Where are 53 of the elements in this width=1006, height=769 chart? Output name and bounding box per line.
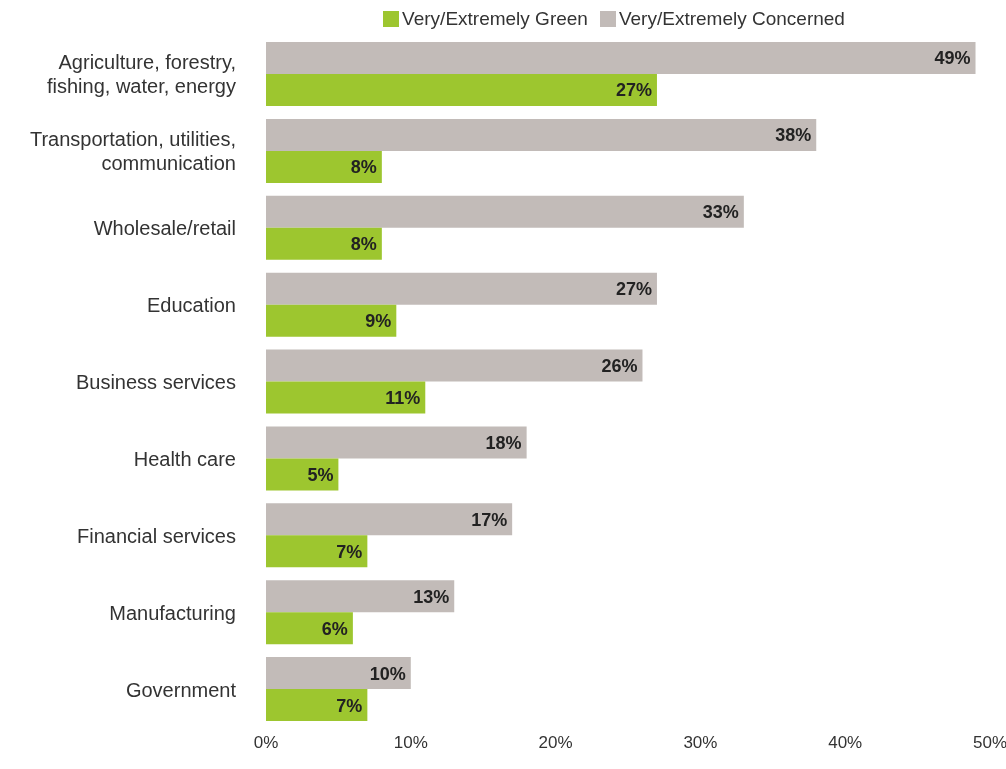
bar bbox=[266, 458, 339, 491]
data-label: 6% bbox=[321, 618, 348, 639]
y-tick-label: Business services bbox=[75, 371, 236, 393]
data-label: 27% bbox=[615, 279, 652, 300]
bar bbox=[266, 426, 527, 459]
bar bbox=[266, 74, 657, 106]
legend-label: Very/Extremely Green bbox=[401, 8, 588, 30]
y-tick-label: Health care bbox=[133, 447, 236, 470]
bar bbox=[266, 227, 382, 260]
data-label: 17% bbox=[471, 509, 508, 530]
bar bbox=[266, 304, 397, 337]
bar bbox=[266, 689, 368, 722]
bar bbox=[266, 580, 455, 613]
data-label: 8% bbox=[350, 234, 377, 255]
data-label: 26% bbox=[601, 355, 638, 376]
bar bbox=[266, 42, 976, 74]
bar bbox=[266, 657, 411, 690]
data-label: 10% bbox=[369, 663, 406, 684]
data-label: 11% bbox=[385, 387, 421, 408]
bar bbox=[266, 118, 817, 151]
bar bbox=[266, 195, 744, 228]
bar bbox=[266, 535, 368, 568]
data-label: 18% bbox=[485, 432, 522, 453]
data-label: 13% bbox=[413, 586, 450, 607]
data-label: 33% bbox=[702, 202, 739, 223]
bar bbox=[266, 503, 513, 536]
bar bbox=[266, 381, 426, 414]
x-tick-label: 50% bbox=[972, 733, 1006, 753]
y-tick-label: Transportation, utilities, communication bbox=[29, 128, 236, 175]
bar bbox=[266, 272, 657, 305]
y-tick-label: Financial services bbox=[77, 524, 236, 547]
y-tick-label: Education bbox=[147, 294, 236, 317]
y-tick-label: Agriculture, forestry, fishing, water, energy bbox=[47, 51, 236, 98]
data-label: 9% bbox=[365, 311, 392, 332]
y-tick-label: Wholesale/retail bbox=[93, 217, 236, 240]
x-tick-label: 30% bbox=[683, 733, 718, 753]
x-tick-label: 10% bbox=[393, 733, 428, 753]
bar bbox=[266, 150, 382, 183]
data-label: 7% bbox=[336, 541, 363, 562]
data-label: 7% bbox=[336, 695, 363, 716]
bar bbox=[266, 349, 643, 382]
data-label: 38% bbox=[775, 125, 812, 146]
x-tick-label: 40% bbox=[828, 733, 863, 753]
x-tick-label: 0% bbox=[253, 733, 279, 753]
data-label: 5% bbox=[307, 464, 334, 485]
y-tick-label: Manufacturing bbox=[109, 601, 236, 624]
bar bbox=[266, 612, 353, 645]
data-label: 27% bbox=[615, 80, 652, 101]
legend-label: Very/Extremely Concerned bbox=[617, 8, 845, 30]
y-tick-label: Government bbox=[125, 678, 237, 701]
data-label: 49% bbox=[934, 48, 971, 69]
data-label: 8% bbox=[350, 157, 377, 178]
x-tick-label: 20% bbox=[538, 733, 573, 753]
